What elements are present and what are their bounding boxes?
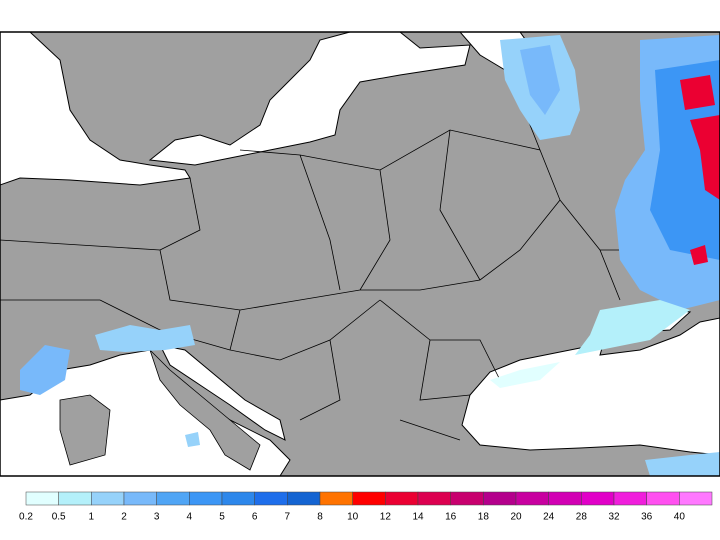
legend-label: 24 [543,512,555,523]
legend-label: 5 [219,512,225,523]
legend-label: 14 [412,512,424,523]
map [0,31,720,477]
legend-label: 12 [380,512,392,523]
legend-swatch [515,491,549,506]
legend-swatch [156,491,190,506]
north-sea [0,31,191,186]
legend-swatch [189,491,223,506]
legend-label: 32 [608,512,620,523]
legend-swatch [123,491,157,506]
legend-label: 2 [121,512,127,523]
precipitation [20,35,720,476]
legend-swatch [25,491,59,506]
legend-swatch [287,491,321,506]
legend-swatch [221,491,255,506]
adriatic [159,344,286,441]
legend-swatch [548,491,582,506]
legend-swatch [352,491,386,506]
legend-label: 40 [674,512,686,523]
legend-swatch [646,491,680,506]
legend-label: 16 [445,512,457,523]
legend-label: 3 [154,512,160,523]
map-frame [0,31,720,477]
legend-label: 0.2 [19,512,33,523]
legend: 0.2 0.5 1 2 3 4 5 6 7 8 10 12 14 16 18 20 24 28 32 36 40 [19,491,713,523]
legend-label: 10 [347,512,359,523]
legend-swatch [581,491,615,506]
legend-label: 8 [317,512,323,523]
black-sea [461,317,720,456]
legend-swatch [254,491,288,506]
legend-label: 36 [641,512,653,523]
baltic-sea [148,31,471,166]
legend-label: 28 [576,512,588,523]
legend-label: 0.5 [52,512,66,523]
legend-label: 1 [89,512,95,523]
legend-swatch [613,491,647,506]
islands [59,394,111,466]
legend-label: 7 [285,512,291,523]
legend-swatch [679,491,713,506]
italy [149,349,261,471]
legend-swatch [483,491,517,506]
legend-swatch [58,491,92,506]
legend-swatch [385,491,419,506]
legend-label: 4 [187,512,193,523]
legend-label: 6 [252,512,258,523]
legend-label: 18 [478,512,490,523]
legend-swatch [450,491,484,506]
legend-swatch [91,491,125,506]
legend-swatch [319,491,353,506]
legend-swatch [417,491,451,506]
legend-label: 20 [510,512,522,523]
